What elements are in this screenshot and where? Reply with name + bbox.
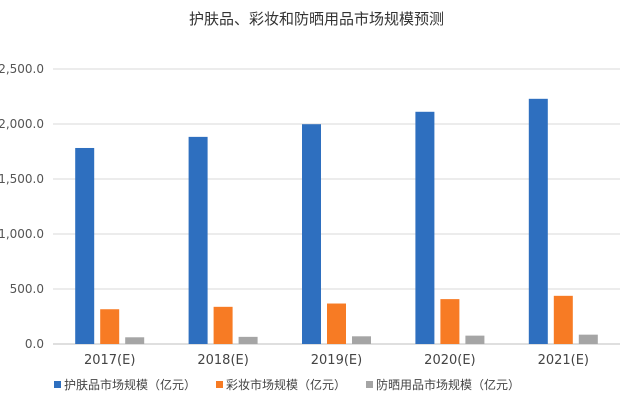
legend-swatch	[366, 381, 374, 388]
bar	[528, 98, 548, 344]
bar	[188, 136, 208, 344]
bar	[75, 147, 95, 344]
legend-swatch	[54, 381, 61, 388]
legend-label: 彩妆市场规模（亿元）	[226, 378, 347, 392]
y-tick-label: 500.0	[10, 282, 44, 296]
x-tick-label: 2019(E)	[311, 353, 362, 368]
bar	[578, 334, 598, 344]
bar	[125, 337, 145, 344]
legend-item: 彩妆市场规模（亿元）	[216, 376, 346, 393]
x-tick-label: 2020(E)	[424, 353, 475, 368]
legend-label: 护肤品市场规模（亿元）	[64, 378, 197, 392]
legend-item: 护肤品市场规模（亿元）	[54, 376, 196, 393]
legend-swatch	[216, 381, 224, 388]
bar	[415, 111, 435, 344]
legend: 护肤品市场规模（亿元） 彩妆市场规模（亿元） 防晒用品市场规模（亿元）	[54, 376, 520, 393]
y-tick-label: 2,000.0	[0, 117, 44, 131]
x-tick-label: 2018(E)	[197, 353, 248, 368]
y-tick-label: 0.0	[25, 337, 44, 351]
legend-label: 防晒用品市场规模（亿元）	[376, 378, 521, 392]
y-tick-label: 1,000.0	[0, 227, 44, 241]
bar	[465, 335, 485, 344]
bar	[302, 124, 321, 344]
bar	[440, 299, 460, 344]
bar	[213, 306, 233, 344]
chart-title: 护肤品、彩妆和防晒用品市场规模预测	[188, 10, 444, 28]
bar	[352, 336, 371, 344]
y-tick-label: 2,500.0	[0, 62, 44, 76]
x-tick-label: 2017(E)	[84, 353, 135, 368]
bar	[100, 309, 120, 344]
bar	[238, 336, 258, 344]
y-tick-label: 1,500.0	[0, 172, 44, 186]
x-tick-label: 2021(E)	[538, 353, 589, 368]
legend-item: 防晒用品市场规模（亿元）	[366, 376, 520, 393]
bar	[327, 303, 346, 344]
bar	[553, 295, 573, 344]
